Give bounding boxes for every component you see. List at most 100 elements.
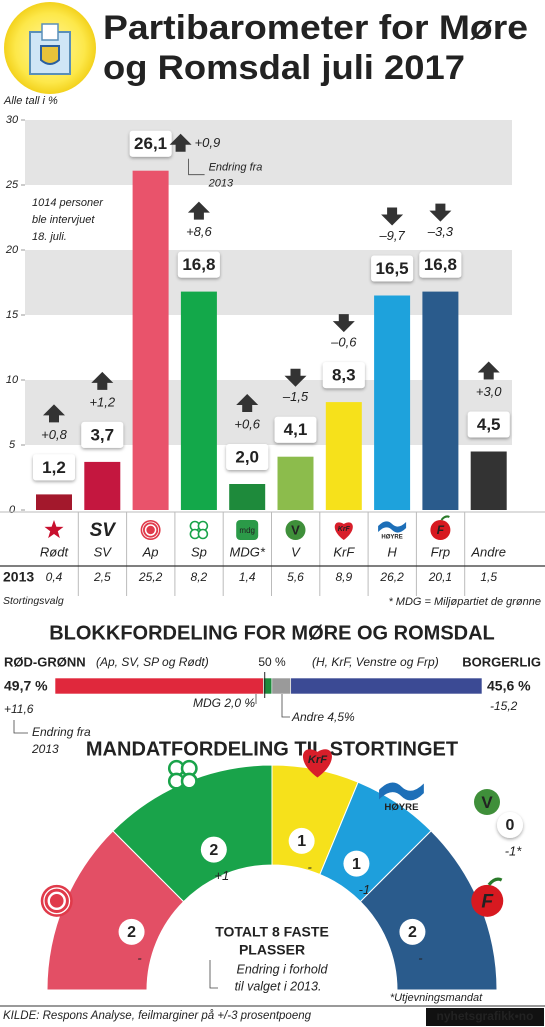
bloc-name: BORGERLIG <box>462 654 541 669</box>
seat-change: -1 <box>359 882 371 897</box>
bar <box>132 170 169 510</box>
annotation: Endring fra <box>32 725 91 739</box>
note-bracket <box>13 720 28 734</box>
bar <box>180 291 217 510</box>
logo-box <box>236 520 259 540</box>
logo-text: V <box>291 522 300 537</box>
seat-badge <box>399 918 426 945</box>
logo-heart <box>334 522 353 540</box>
bloc-segment <box>271 677 292 695</box>
logo-text: SV <box>90 520 117 541</box>
logo-star <box>44 520 64 539</box>
y-tick-label: 20 <box>5 244 19 256</box>
bloc-parties: (H, KrF, Venstre og Frp) <box>312 655 439 669</box>
seat-count: 0 <box>506 817 515 834</box>
logo-text: V <box>481 793 493 812</box>
logo-text: F <box>437 523 445 537</box>
seat-count: 1 <box>297 833 306 850</box>
section-title: MANDATFORDELING TIL STORTINGET <box>86 738 458 760</box>
section-title: BLOKKFORDELING FOR MØRE OG ROMSDAL <box>49 622 495 644</box>
bloc-segment <box>54 677 264 695</box>
logo-circle <box>474 789 500 815</box>
bloc-mdg-label: MDG 2,0 % <box>193 696 255 710</box>
change-label: –0,6 <box>330 335 357 350</box>
seat-change: -1* <box>505 843 523 858</box>
x-tick-label: Ap <box>142 544 159 559</box>
logo-leaf <box>197 528 209 540</box>
y-tick-label: 15 <box>6 309 19 321</box>
y-tick-label: 0 <box>9 504 16 516</box>
seat-badge <box>200 836 227 863</box>
seat-count: 2 <box>408 924 417 941</box>
annotation: 18. juli. <box>32 231 67 243</box>
seat-count: 2 <box>127 924 136 941</box>
value-box <box>419 251 462 278</box>
change-label: –3,3 <box>427 224 454 239</box>
party-logo: V <box>474 789 500 815</box>
party-logo: KrF <box>334 522 353 540</box>
change-label: +0,9 <box>195 135 221 150</box>
brand: nyhetsgrafikk•no <box>437 1009 534 1023</box>
value-box <box>467 411 510 438</box>
bar <box>277 456 314 510</box>
bar <box>374 295 411 510</box>
seat-change: - <box>137 950 142 965</box>
logo-rose <box>140 520 161 540</box>
party-logo <box>140 520 161 540</box>
bar <box>84 461 121 510</box>
election-value: 20,1 <box>428 570 452 584</box>
logo-text: mdg <box>239 526 255 535</box>
x-tick-label: MDG* <box>230 544 266 559</box>
annotation: ble intervjuet <box>32 214 95 226</box>
party-logo <box>167 759 198 790</box>
value-label: 26,1 <box>134 134 167 153</box>
logo-rose <box>40 884 73 917</box>
seat-segment <box>359 830 498 991</box>
annotation: 2013 <box>208 178 234 190</box>
change-label: +3,0 <box>476 384 502 399</box>
value-box <box>177 251 220 278</box>
x-tick-label: Sp <box>191 544 207 559</box>
party-logo: HØYRE <box>379 782 424 813</box>
bloc-change: -15,2 <box>490 699 518 713</box>
logo-text: HØYRE <box>384 802 419 813</box>
party-logo: SV <box>90 520 117 541</box>
seat-badge <box>288 827 315 854</box>
bloc-value: 45,6 % <box>487 678 531 694</box>
election-label: 2013 <box>3 569 34 585</box>
change-arrow <box>187 201 210 220</box>
change-arrow <box>381 207 404 226</box>
logo-apple <box>471 884 504 917</box>
coat-of-arms <box>40 45 60 65</box>
seat-change: - <box>307 859 312 874</box>
party-logo: F <box>430 515 451 540</box>
y-tick-label: 25 <box>5 179 19 191</box>
midpoint-label: 50 % <box>258 655 286 669</box>
ballot <box>41 23 59 41</box>
source: KILDE: Respons Analyse, feilmarginer på … <box>3 1010 312 1022</box>
election-value: 25,2 <box>138 570 163 584</box>
logo-rose <box>47 891 66 911</box>
value-box <box>274 416 317 443</box>
logo-text: F <box>481 892 494 913</box>
election-value: 8,2 <box>191 570 208 584</box>
title: Partibarometer for Møre <box>103 9 528 47</box>
bar <box>422 291 459 510</box>
election-value: 8,9 <box>335 570 352 584</box>
party-logo <box>44 520 64 539</box>
change-arrow <box>429 203 452 222</box>
change-arrow <box>91 371 114 390</box>
logo-rose <box>142 521 160 539</box>
value-label: 1,2 <box>42 458 66 477</box>
y-tick-label: 10 <box>6 374 19 386</box>
x-tick-label: SV <box>94 544 113 559</box>
election-value: 1,5 <box>480 570 497 584</box>
change-label: +1,2 <box>89 394 115 409</box>
note-bracket <box>188 158 205 176</box>
logo-circle <box>285 520 306 540</box>
value-label: 8,3 <box>332 366 356 385</box>
grid-band <box>25 120 512 185</box>
bar <box>470 451 507 510</box>
logo-text: KrF <box>338 526 351 533</box>
